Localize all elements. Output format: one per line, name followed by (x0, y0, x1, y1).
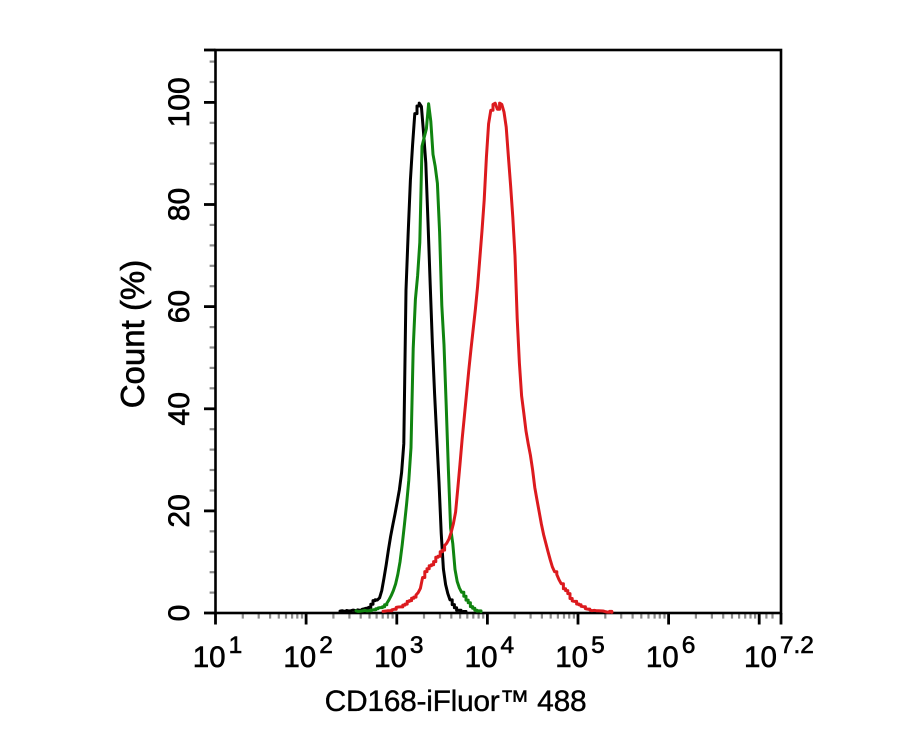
svg-text:Count (%): Count (%) (114, 260, 151, 409)
svg-text:0: 0 (163, 605, 196, 622)
svg-text:100: 100 (163, 77, 196, 127)
svg-text:CD168-iFluor™ 488: CD168-iFluor™ 488 (325, 685, 587, 718)
svg-text:60: 60 (163, 290, 196, 323)
svg-text:80: 80 (163, 188, 196, 221)
svg-text:20: 20 (163, 494, 196, 527)
svg-text:40: 40 (163, 392, 196, 425)
